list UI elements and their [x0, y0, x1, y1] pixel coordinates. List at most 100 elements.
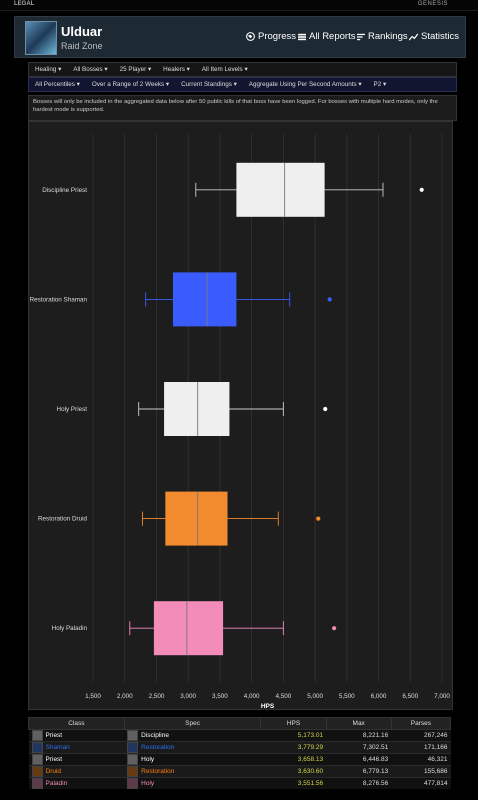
filter-size-dropdown[interactable]: 25 Player ▾ — [119, 66, 152, 73]
series-label: Restoration Druid — [38, 516, 87, 523]
bars-icon — [357, 33, 365, 41]
hps-cell: 3,779.29 — [260, 741, 327, 754]
hps-cell: 3,658.13 — [260, 753, 327, 766]
x-tick-label: 2,500 — [149, 693, 165, 700]
table-header-row: Class Spec HPS Max Parses — [28, 717, 452, 730]
nav-statistics[interactable]: Statistics — [409, 31, 459, 42]
top-bar: LEGAL GENESIS — [0, 0, 478, 11]
hps-cell: 3,630.60 — [260, 765, 327, 778]
parses-cell: 171,166 — [391, 741, 451, 754]
table-row[interactable]: Shaman Restoration 3,779.29 7,302.51 171,166 — [28, 741, 451, 754]
spec-cell: Holy — [124, 777, 261, 789]
restoration-icon — [127, 766, 139, 777]
col-spec-header[interactable]: Spec — [123, 717, 262, 730]
ulduar-zone-icon — [25, 21, 57, 55]
table-row[interactable]: Druid Restoration 3,630.60 6,779.13 155,686 — [28, 765, 451, 778]
genesis-logo[interactable]: GENESIS — [417, 1, 448, 7]
filter-metric-label: Healing — [35, 66, 57, 73]
priest-icon — [31, 730, 43, 741]
spec-name: Restoration — [141, 768, 175, 776]
zone-subtitle: Raid Zone — [61, 41, 103, 51]
iqr-box — [165, 491, 228, 546]
outlier-point — [332, 626, 337, 631]
table-row[interactable]: Priest Discipline 5,173.01 8,221.16 267,246 — [28, 729, 451, 742]
iqr-box — [164, 382, 230, 436]
series-label: Holy Priest — [57, 406, 88, 413]
restoration-icon — [127, 742, 139, 753]
x-tick-label: 6,500 — [402, 693, 418, 700]
x-tick-label: 6,000 — [371, 693, 387, 700]
zone-header: Ulduar Raid Zone Progress All Reports Ra… — [14, 16, 466, 58]
spec-cell: Discipline — [124, 729, 261, 742]
col-hps-header[interactable]: HPS — [260, 717, 327, 730]
x-tick-label: 5,000 — [307, 693, 323, 700]
nav-all-reports[interactable]: All Reports — [298, 31, 355, 42]
spec-cell: Holy — [124, 753, 261, 766]
filter-metric-dropdown[interactable]: Healing ▾ — [35, 66, 62, 73]
nav-progress[interactable]: Progress — [246, 31, 296, 42]
series-label: Holy Paladin — [52, 625, 88, 632]
x-tick-label: 7,000 — [434, 693, 450, 700]
filter-bar-secondary: All Percentiles ▾ Over a Range of 2 Week… — [28, 77, 457, 92]
outlier-point — [327, 297, 332, 302]
trend-icon — [409, 33, 418, 41]
filter-standings-dropdown[interactable]: Current Standings ▾ — [181, 81, 237, 88]
max-cell: 6,446.83 — [326, 753, 392, 766]
class-name: Paladin — [45, 780, 68, 788]
paladin-icon — [31, 778, 43, 789]
class-name: Druid — [45, 768, 62, 776]
spec-name: Holy — [141, 780, 155, 788]
col-class-header[interactable]: Class — [28, 717, 125, 730]
nav-statistics-label: Statistics — [421, 31, 460, 42]
class-cell: Shaman — [28, 741, 125, 754]
filter-boss-dropdown[interactable]: All Bosses ▾ — [73, 66, 108, 73]
list-icon — [298, 33, 306, 41]
iqr-box — [236, 162, 325, 217]
aggregation-notice: Bosses will only be included in the aggr… — [28, 95, 457, 121]
filter-percentile-dropdown[interactable]: All Percentiles ▾ — [35, 81, 80, 88]
hps-boxplot-chart: 1,500 2,000 2,500 3,000 3,500 4,000 4,500 5,000… — [28, 121, 453, 710]
max-cell: 6,779.13 — [326, 765, 392, 778]
filter-role-dropdown[interactable]: Healers ▾ — [163, 66, 190, 73]
globe-icon — [246, 32, 255, 41]
col-parses-header[interactable]: Parses — [390, 717, 452, 730]
filter-size-label: 25 Player — [119, 66, 147, 73]
iqr-box — [153, 601, 224, 656]
class-cell: Priest — [28, 729, 125, 742]
outlier-point — [316, 516, 321, 521]
filter-aggregate-dropdown[interactable]: Aggregate Using Per Second Amounts ▾ — [248, 81, 362, 88]
holy-icon — [127, 778, 139, 789]
nav-rankings[interactable]: Rankings — [357, 31, 408, 42]
nav-all-reports-label: All Reports — [309, 31, 356, 42]
filter-itemlevel-dropdown[interactable]: All Item Levels ▾ — [201, 66, 248, 73]
x-axis-label: HPS — [261, 703, 275, 709]
filter-aggregate-label: Aggregate Using Per Second Amounts — [248, 81, 357, 88]
class-name: Priest — [45, 732, 63, 740]
holy-icon — [127, 754, 139, 765]
discipline-icon — [127, 730, 139, 741]
filter-percentile-label: All Percentiles — [35, 81, 75, 88]
shaman-icon — [31, 742, 43, 753]
class-cell: Priest — [28, 753, 125, 766]
class-cell: Druid — [28, 765, 125, 778]
iqr-box — [172, 272, 237, 327]
filter-standings-label: Current Standings — [181, 81, 232, 88]
x-tick-label: 4,000 — [244, 693, 260, 700]
nav-rankings-label: Rankings — [368, 31, 408, 42]
legal-link[interactable]: LEGAL — [14, 1, 35, 7]
col-max-header[interactable]: Max — [325, 717, 392, 730]
x-tick-label: 1,500 — [85, 693, 101, 700]
druid-icon — [31, 766, 43, 777]
spec-name: Holy — [141, 756, 155, 764]
filter-phase-dropdown[interactable]: P2 ▾ — [373, 81, 387, 88]
table-row[interactable]: Priest Holy 3,658.13 6,446.83 46,321 — [28, 753, 451, 766]
filter-timerange-dropdown[interactable]: Over a Range of 2 Weeks ▾ — [91, 81, 170, 88]
hps-cell: 5,173.01 — [260, 729, 327, 742]
outlier-point — [419, 187, 424, 192]
x-tick-label: 3,500 — [212, 693, 228, 700]
spec-stats-table: Class Spec HPS Max Parses Priest Discipli… — [28, 717, 452, 789]
table-row[interactable]: Paladin Holy 3,551.56 8,276.56 477,814 — [28, 777, 451, 789]
filter-role-label: Healers — [163, 66, 185, 73]
series-label: Discipline Priest — [42, 187, 87, 194]
filter-timerange-label: Over a Range of 2 Weeks — [91, 81, 165, 88]
